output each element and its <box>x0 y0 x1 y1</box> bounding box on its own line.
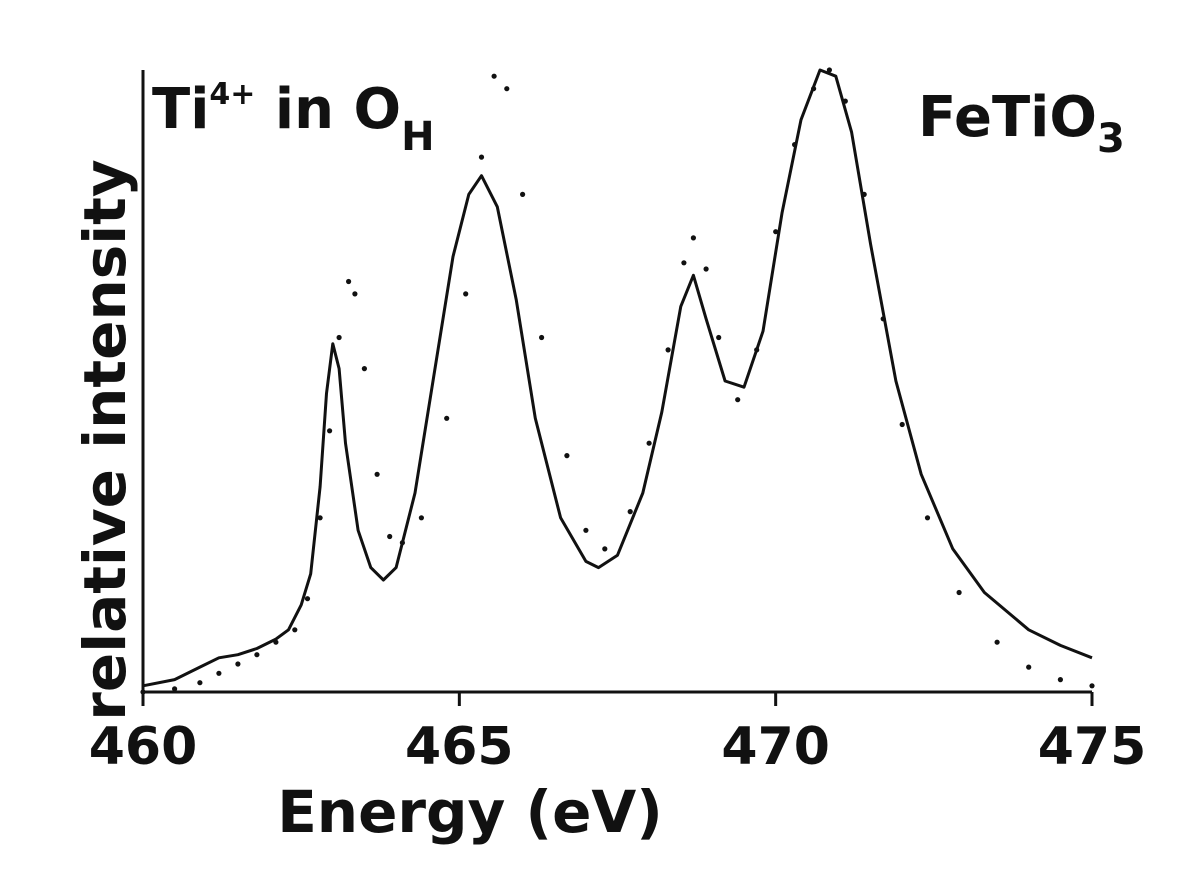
data-point <box>399 540 405 546</box>
data-point <box>735 397 741 403</box>
data-point <box>361 366 367 372</box>
data-point <box>273 639 279 645</box>
data-point <box>235 661 241 667</box>
data-point <box>994 639 1000 645</box>
x-tick-label: 470 <box>721 717 830 777</box>
annotation-ion-sup: 4+ <box>209 77 255 112</box>
x-tick-label: 465 <box>405 717 514 777</box>
data-point <box>463 291 469 297</box>
annotation-ion-mid: in O <box>255 77 401 142</box>
data-point <box>478 154 485 160</box>
series-2-points <box>140 67 1095 695</box>
x-axis-title: Energy (eV) <box>277 778 663 846</box>
data-point <box>899 421 905 428</box>
data-point <box>374 471 380 477</box>
data-point <box>254 652 260 658</box>
data-point <box>690 235 697 241</box>
data-point <box>627 509 633 515</box>
data-point <box>792 142 798 148</box>
annotation-ion-sub: H <box>401 114 434 160</box>
annotation-ion: Ti4+ in OH <box>152 77 435 160</box>
data-point <box>811 86 817 92</box>
data-point <box>346 278 352 285</box>
data-point <box>352 291 358 297</box>
data-point <box>564 453 570 459</box>
plot-area <box>140 67 1095 695</box>
data-point <box>418 515 424 521</box>
data-point <box>583 527 589 533</box>
data-point <box>1026 664 1032 670</box>
x-ticks: 460 465 470 475 <box>89 692 1147 777</box>
data-point <box>842 98 848 104</box>
data-point <box>1057 677 1063 683</box>
data-point <box>602 546 608 552</box>
y-axis-title: relative intensity <box>71 159 139 720</box>
data-point <box>197 680 203 686</box>
annotation-compound-sub: 3 <box>1097 116 1125 162</box>
x-tick-label: 460 <box>89 717 198 777</box>
data-point <box>327 428 333 434</box>
data-point <box>665 347 671 353</box>
data-point <box>880 316 886 322</box>
data-point <box>216 670 222 676</box>
data-point <box>520 191 526 197</box>
x-tick-label: 475 <box>1038 717 1147 777</box>
series-1-line <box>142 68 1093 688</box>
annotation-compound: FeTiO3 <box>918 85 1125 162</box>
data-point <box>716 334 722 341</box>
data-point <box>292 627 298 633</box>
data-point <box>304 596 311 602</box>
data-point <box>773 229 779 235</box>
data-point <box>539 334 545 341</box>
data-point <box>861 191 867 197</box>
annotation-compound-base: FeTiO <box>918 85 1097 150</box>
data-point <box>924 515 931 521</box>
data-point <box>1089 683 1095 689</box>
data-point <box>703 266 709 272</box>
data-point <box>754 347 760 353</box>
annotation-ion-base: Ti <box>152 77 209 142</box>
data-point <box>956 589 962 596</box>
data-point <box>444 415 450 421</box>
data-point <box>317 515 323 521</box>
data-point <box>646 440 652 446</box>
data-point <box>491 73 497 79</box>
data-point <box>387 533 393 540</box>
data-point <box>826 67 833 73</box>
data-point <box>681 260 687 266</box>
data-point <box>504 86 510 92</box>
data-point <box>336 334 342 341</box>
data-point <box>172 686 178 692</box>
